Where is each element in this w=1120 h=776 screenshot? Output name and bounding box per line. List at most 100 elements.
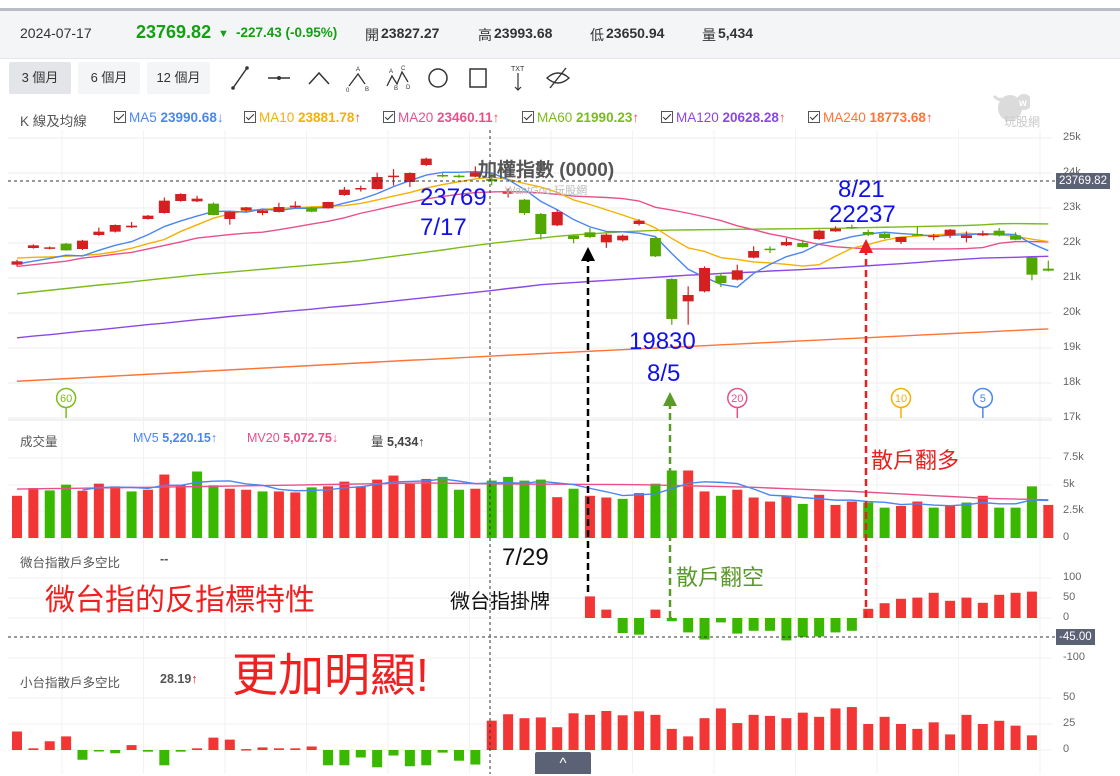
candle-body — [764, 248, 776, 251]
volume-axis-tick: 7.5k — [1063, 451, 1084, 463]
mini-ratio-bar — [1010, 725, 1021, 750]
ma-marker-circle — [55, 387, 77, 409]
checkbox-icon[interactable] — [383, 111, 395, 123]
mini-ratio-bar — [339, 750, 350, 766]
horizontal-line-tool-icon[interactable] — [264, 64, 294, 92]
micro-ratio-bar — [797, 618, 808, 638]
micro-ratio-bar — [748, 618, 759, 631]
micro-ratio-bar — [814, 618, 825, 637]
svg-text:B: B — [394, 86, 398, 92]
low-label: 低 — [590, 27, 604, 43]
legend-ma10[interactable]: MA10 23881.78↑ — [244, 110, 361, 125]
abcd-pattern-tool-icon[interactable]: A C B D — [383, 64, 413, 92]
micro-ratio-bar — [1010, 592, 1021, 618]
quote-date: 2024-07-17 — [20, 25, 92, 41]
annotation-turn-price: 22237 — [829, 201, 896, 228]
annotation-high-date: 7/17 — [420, 214, 467, 241]
ratio2-axis-tick: 50 — [1063, 691, 1076, 703]
price-axis-tick: 18k — [1063, 376, 1081, 388]
volume-bar — [1010, 507, 1021, 538]
volume-bar — [404, 483, 415, 538]
volume-bar — [273, 491, 284, 538]
price-axis-tick: 25k — [1063, 131, 1081, 143]
legend-ma20[interactable]: MA20 23460.11↑ — [383, 110, 499, 125]
volume-bar — [879, 507, 890, 538]
volume-bar — [142, 489, 153, 538]
top-border — [0, 8, 1120, 11]
checkbox-icon[interactable] — [244, 111, 256, 123]
text-tool-icon[interactable]: TXT — [503, 64, 533, 92]
trend-arrow-icon: ↑ — [354, 110, 362, 125]
volume-bar — [617, 498, 628, 538]
collapse-panel-button[interactable]: ^ — [535, 752, 591, 774]
mini-ratio-bar — [437, 750, 448, 753]
micro-ratio-bar — [715, 618, 726, 623]
ma-line-ma60 — [16, 222, 1049, 295]
checkbox-icon[interactable] — [808, 111, 820, 123]
price-axis-tick: 20k — [1063, 306, 1081, 318]
ratio2-axis-tick: 25 — [1063, 717, 1076, 729]
rectangle-tool-icon[interactable] — [463, 64, 493, 92]
candle-body — [830, 228, 841, 232]
mini-ratio-bar — [945, 734, 956, 750]
annotation-listing-date: 7/29 — [502, 544, 549, 571]
mini-ratio-bar — [486, 720, 497, 750]
candle-body — [944, 229, 956, 236]
legend-ma5[interactable]: MA5 23990.68↓ — [114, 110, 224, 125]
period-12-months-button[interactable]: 12 個月 — [147, 62, 210, 94]
checkbox-icon[interactable] — [114, 111, 126, 123]
svg-text:TXT: TXT — [511, 66, 525, 73]
mini-ratio-bar — [306, 746, 317, 750]
checkbox-icon[interactable] — [661, 111, 673, 123]
volume-bar — [175, 484, 186, 538]
mini-ratio-bar — [977, 724, 988, 750]
candle-body — [224, 211, 236, 219]
legend-ma240[interactable]: MA240 18773.68↑ — [808, 110, 933, 125]
high-value: 23993.68 — [494, 25, 553, 41]
mini-ratio-bar — [110, 750, 121, 754]
mini-ratio-bar — [748, 714, 759, 750]
volume-bar — [306, 487, 317, 538]
legend-ma60[interactable]: MA60 21990.23↑ — [522, 110, 639, 125]
abc-pattern-tool-icon[interactable]: A 0 B — [343, 64, 373, 92]
micro-ratio-bar — [830, 618, 841, 633]
mini-ratio-bar — [323, 750, 334, 766]
retail-long-arrow-head-icon — [859, 239, 873, 253]
legend-ma120[interactable]: MA120 20628.28↑ — [661, 110, 786, 125]
legend-label: MA10 — [259, 110, 299, 125]
volume-bar — [601, 497, 612, 538]
period-3-months-button[interactable]: 3 個月 — [9, 62, 71, 94]
mini-ratio-bar — [126, 745, 137, 750]
volume-bar — [683, 470, 694, 538]
ma-line-ma120 — [16, 255, 1049, 339]
volume-bar — [765, 501, 776, 538]
checkbox-icon[interactable] — [522, 111, 534, 123]
mini-ratio-bar — [372, 750, 383, 768]
svg-text:C: C — [401, 66, 406, 72]
micro-ratio-bar — [863, 608, 874, 618]
candle-body — [715, 275, 727, 284]
circle-tool-icon[interactable] — [423, 64, 453, 92]
mini-ratio-bar — [814, 716, 825, 750]
ma-marker-label: 5 — [980, 393, 986, 405]
headline-contrarian: 微台指的反指標特性 — [45, 584, 315, 617]
polyline-tool-icon[interactable] — [304, 64, 334, 92]
mini-ratio-bar — [765, 715, 776, 750]
line-tool-icon[interactable] — [225, 64, 255, 92]
candle-body — [27, 245, 39, 249]
candle-body — [420, 158, 432, 165]
volume-bar — [77, 490, 88, 538]
legend-value: 23881.78 — [298, 110, 355, 125]
period-6-months-button[interactable]: 6 個月 — [78, 62, 140, 94]
price-crosshair-badge: 23769.82 — [1056, 173, 1110, 189]
volume-bar — [634, 493, 645, 538]
svg-text:B: B — [365, 87, 369, 92]
volume-bar — [732, 489, 743, 538]
volume-bar — [584, 495, 595, 538]
volume-bar — [748, 497, 759, 538]
hide-drawings-icon[interactable] — [543, 64, 573, 92]
volume-bar — [470, 488, 481, 538]
trend-arrow-icon: ↑ — [632, 110, 640, 125]
volume-bar — [61, 484, 72, 538]
